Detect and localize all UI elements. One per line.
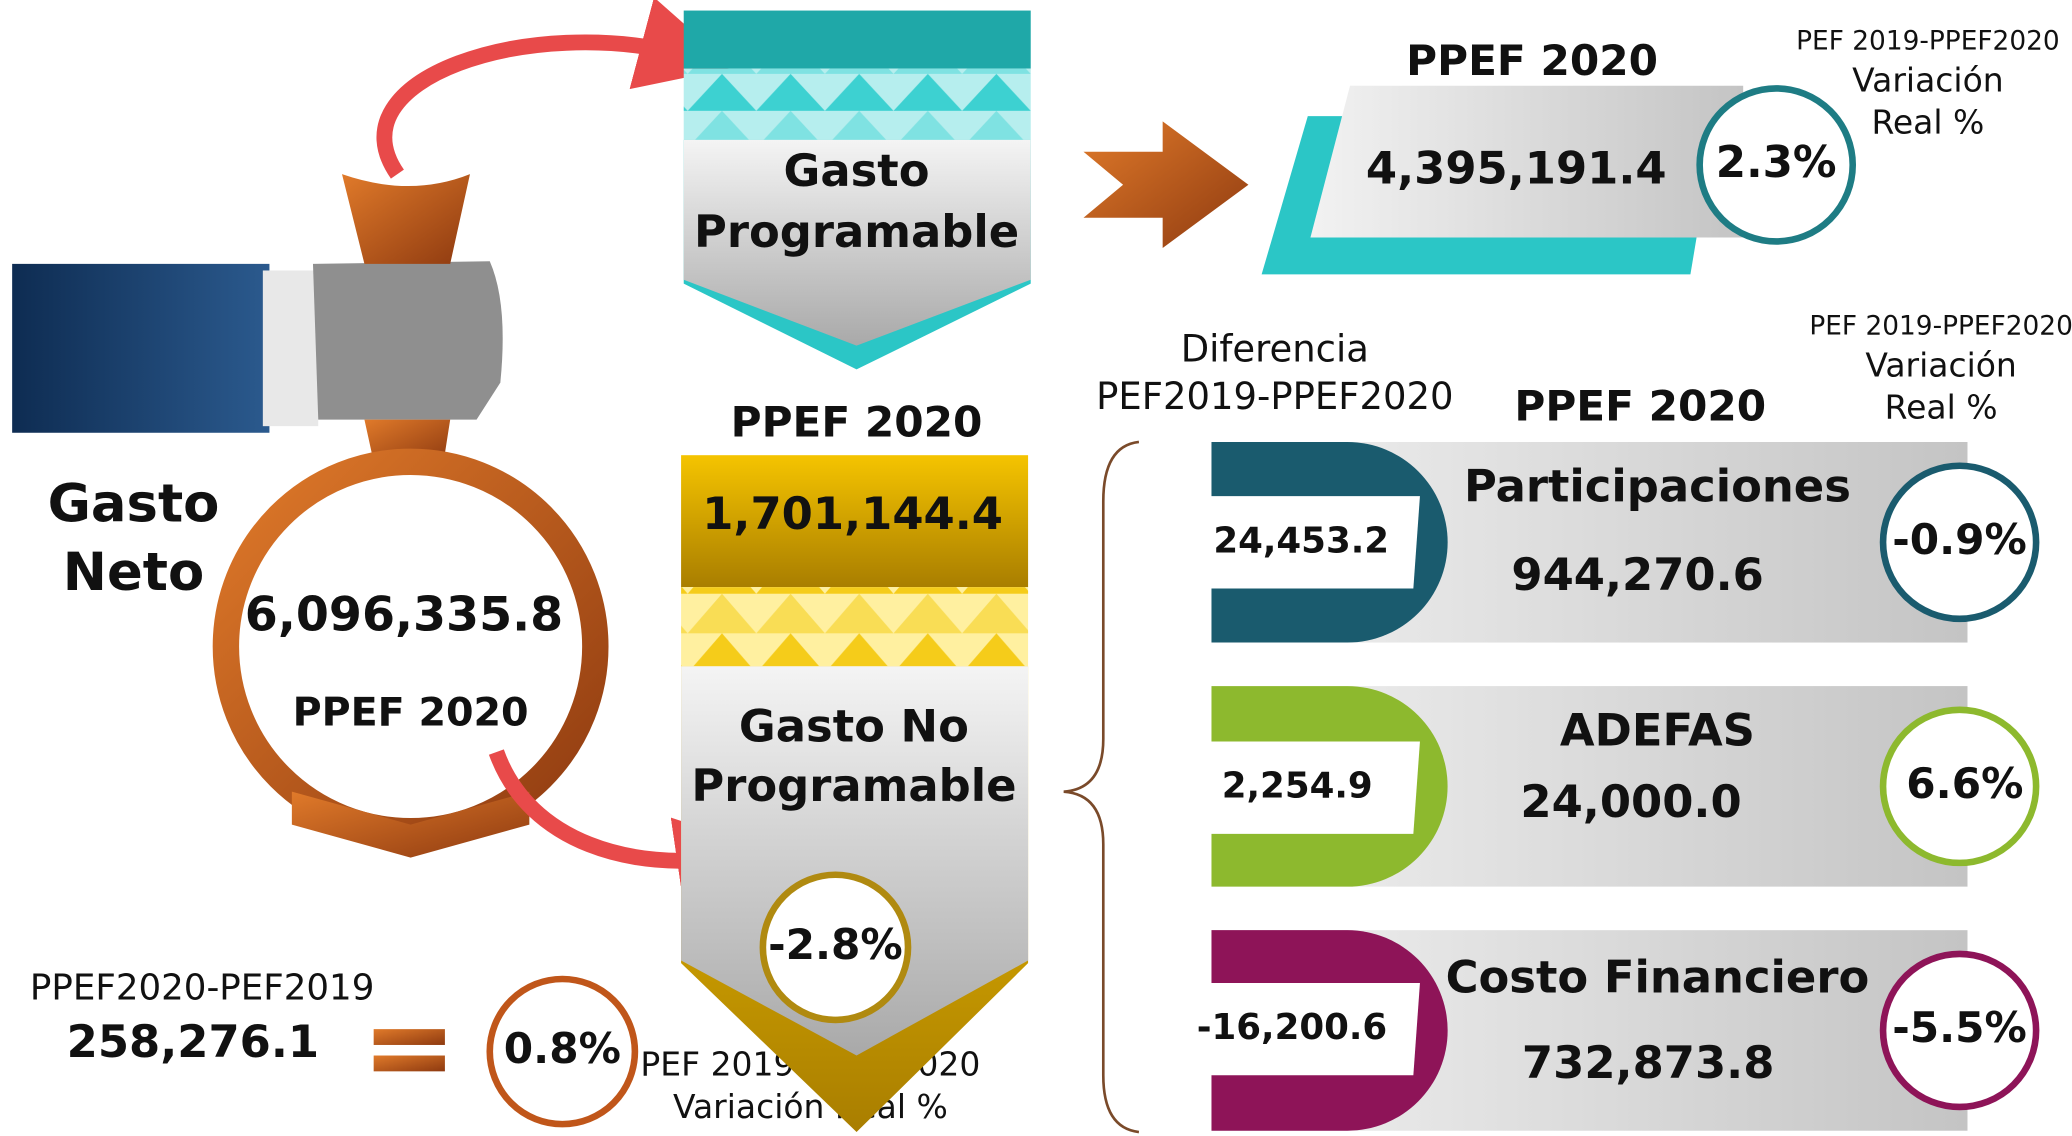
row-variation: -0.9% [1892,515,2027,564]
no-programable-variation: -2.8% [768,920,903,969]
banner-pattern [684,69,1031,140]
no-programable-header: PPEF 2020 [731,397,983,446]
variation-label: Variación [1852,60,2003,99]
no-programable-amount: 1,701,144.4 [702,487,1003,540]
row-variation: -5.5% [1892,1003,2027,1052]
gasto-neto-title: Gasto [48,473,220,534]
variation-label: PEF 2019-PPEF2020 [1796,27,2060,57]
fist [313,261,503,419]
gasto-neto-title: Neto [63,542,204,603]
net-difference-label: PPEF2020-PEF2019 [30,968,374,1009]
difference-header: Diferencia [1181,327,1369,370]
equals-bar [374,1029,445,1045]
variation-header: Real % [1885,388,1998,427]
row-amount: 24,000.0 [1520,775,1741,828]
row-amount: 732,873.8 [1522,1036,1775,1089]
bag-neck [342,174,470,264]
row-difference: 2,254.9 [1222,766,1373,807]
equals-bar [374,1056,445,1072]
breakdown-row: -16,200.6 Costo Financiero 732,873.8 -5.… [1169,930,2036,1131]
breakdown-header: PPEF 2020 [1514,382,1766,431]
bag-ring [226,462,595,831]
net-difference-amount: 258,276.1 [67,1015,320,1068]
row-amount: 944,270.6 [1511,548,1764,601]
infographic: Gasto Neto 6,096,335.8 PPEF 2020 PPEF202… [0,0,2072,1136]
breakdown-row: 2,254.9 ADEFAS 24,000.0 6.6% [1169,686,2036,887]
no-programable-title: Programable [691,759,1016,812]
variation-label: Variación Real % [673,1087,948,1126]
cuff [263,270,318,426]
page: { "gasto_neto": {"title_lines": ["Gasto"… [0,0,2072,1136]
banner-pattern [681,587,1028,666]
row-name: Participaciones [1464,459,1851,512]
variation-label: Real % [1871,103,1984,142]
brace [1064,442,1139,1132]
row-name: Costo Financiero [1446,950,1870,1003]
net-variation: 0.8% [504,1024,621,1073]
gasto-neto-label: PPEF 2020 [293,690,529,736]
variation-header: Variación [1865,345,2016,384]
programable-variation: 2.3% [1716,138,1837,188]
programable-amount: 4,395,191.4 [1366,142,1667,195]
brown-arrow [1083,121,1248,248]
row-difference: 24,453.2 [1213,520,1389,561]
row-difference: -16,200.6 [1197,1007,1387,1048]
programable-title: Gasto [784,144,930,197]
breakdown-row: 24,453.2 Participaciones 944,270.6 -0.9% [1169,442,2036,643]
difference-header: PEF2019-PPEF2020 [1096,375,1453,418]
row-variation: 6.6% [1906,759,2023,808]
banner-top [684,11,1031,69]
variation-header: PEF 2019-PPEF2020 [1809,312,2072,342]
programable-title: Programable [694,205,1019,258]
arrow-to-programable [384,42,687,174]
sleeve [12,264,269,433]
programable-header: PPEF 2020 [1406,36,1658,85]
no-programable-title: Gasto No [739,700,969,753]
gasto-neto-amount: 6,096,335.8 [245,587,563,642]
row-name: ADEFAS [1560,704,1755,757]
